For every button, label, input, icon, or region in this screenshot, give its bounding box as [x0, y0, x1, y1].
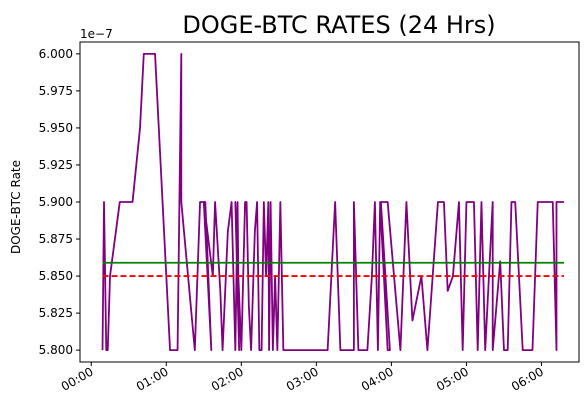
x-tick-label: 00:00 — [59, 364, 96, 393]
y-tick-label: 5.950 — [39, 121, 73, 135]
y-tick-label: 5.800 — [39, 343, 73, 357]
y-tick-label: 5.875 — [39, 232, 73, 246]
y-tick-label: 5.900 — [39, 195, 73, 209]
axes: 5.800 5.825 5.850 5.875 5.900 5.925 5.950 5.975… — [39, 41, 580, 394]
chart-title: DOGE-BTC RATES (24 Hrs) — [182, 11, 495, 39]
x-tick-label: 06:00 — [509, 364, 546, 393]
x-tick-label: 03:00 — [284, 364, 321, 393]
y-tick-label: 5.825 — [39, 306, 73, 320]
y-tick-label: 5.975 — [39, 84, 73, 98]
y-tick-label: 6.000 — [39, 47, 73, 61]
rate-series-line — [101, 52, 564, 352]
x-tick-label: 05:00 — [434, 364, 471, 393]
x-tick-label: 02:00 — [209, 364, 246, 393]
x-tick-label: 01:00 — [134, 364, 171, 393]
y-offset-label: 1e−7 — [80, 27, 113, 41]
y-tick-label: 5.925 — [39, 158, 73, 172]
y-tick-label: 5.850 — [39, 269, 73, 283]
x-tick-label: 04:00 — [359, 364, 396, 393]
y-axis-label: DOGE-BTC Rate — [9, 160, 23, 254]
plot-area — [101, 52, 564, 352]
